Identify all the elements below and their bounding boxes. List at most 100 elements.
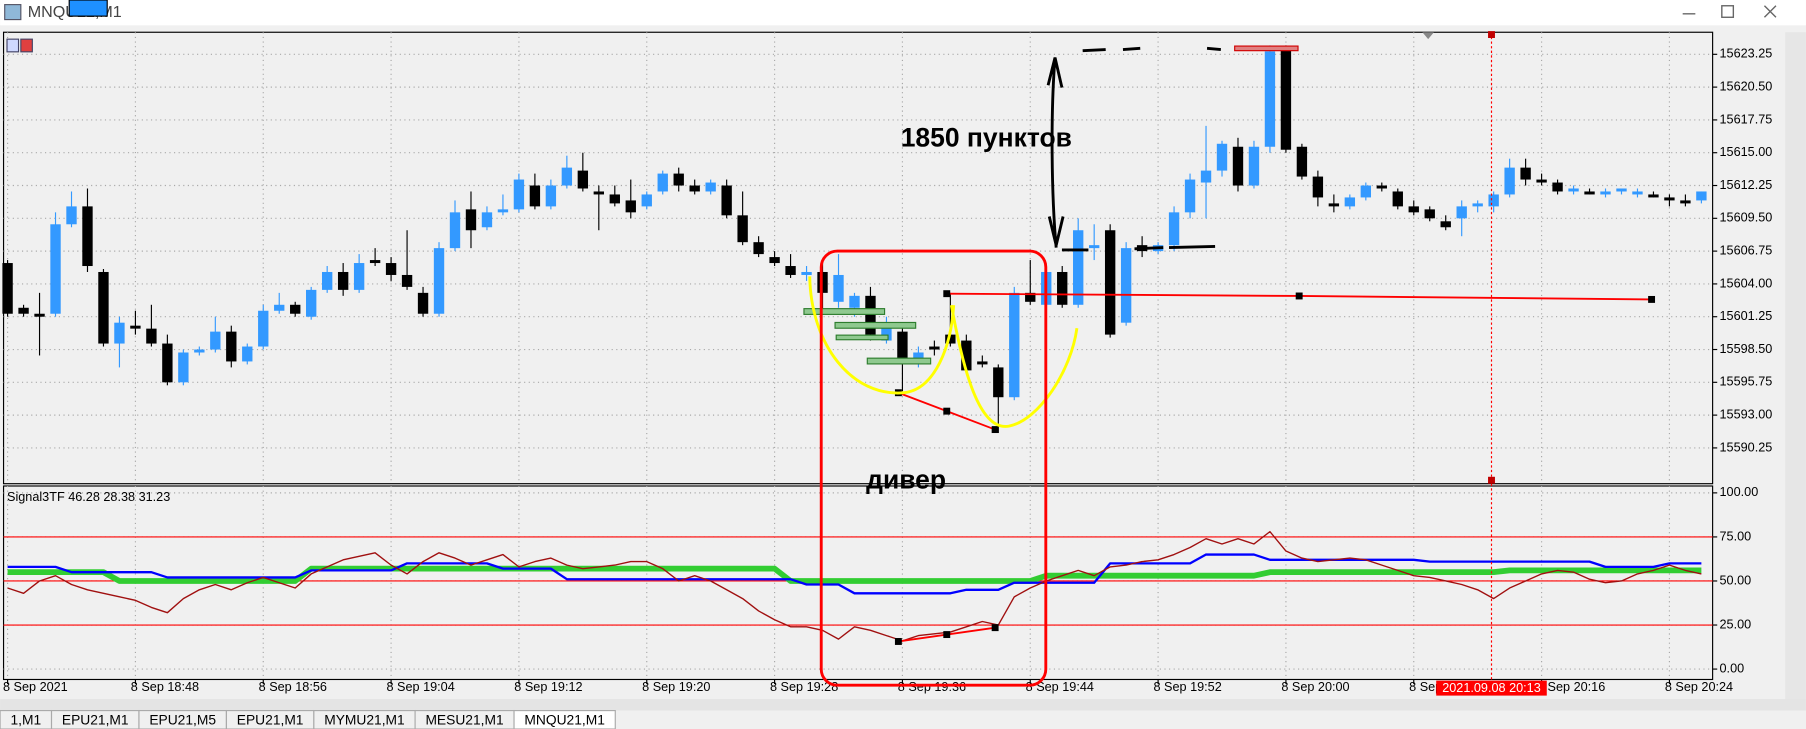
- candle-body: [1009, 292, 1020, 398]
- candle-body: [2, 263, 13, 314]
- candle-body: [801, 271, 812, 275]
- candle-body: [18, 307, 29, 314]
- candle-body: [1168, 212, 1180, 246]
- x-tick-label: 8 Sep 19:04: [386, 680, 454, 694]
- candle-body: [306, 289, 317, 317]
- candle-body: [146, 328, 157, 344]
- tab-label[interactable]: MNQU21,M1: [524, 712, 605, 728]
- candle-body: [497, 209, 509, 213]
- scroll-strip: [0, 699, 1806, 711]
- level-box: [866, 357, 932, 365]
- candle-body: [1312, 176, 1324, 198]
- candle-body: [593, 191, 605, 195]
- candle-body: [130, 325, 141, 329]
- candle-body: [977, 361, 988, 365]
- tab-list: 1,M1 EPU21,M1 EPU21,M5 EPU21,M1 MYMU21,M1 MES…: [0, 709, 616, 729]
- indicator-line: [7, 553, 1702, 595]
- candle-body: [545, 185, 557, 207]
- indicator-title: Signal3TF 46.28 28.38 31.23: [7, 490, 170, 504]
- y-tick-label: 15609.50: [1720, 211, 1773, 225]
- candle-body: [1232, 146, 1244, 186]
- y-tick-label: 15601.25: [1720, 309, 1773, 323]
- x-tick-label: 8 Sep 20:24: [1665, 680, 1733, 694]
- tab-label[interactable]: EPU21,M1: [237, 712, 304, 728]
- candle-body: [1488, 194, 1499, 207]
- candle-body: [609, 194, 620, 204]
- active-tab[interactable]: [513, 709, 616, 729]
- y-tick-label: 15590.25: [1720, 440, 1773, 454]
- candle-body: [673, 173, 684, 186]
- drawings: 1850 пунктов дивер 2021.09.08 20:13: [6, 31, 1656, 696]
- title-bar: [0, 0, 1806, 26]
- candle-body: [1104, 230, 1116, 335]
- candle-body: [913, 352, 924, 359]
- candle-body: [1200, 170, 1212, 183]
- window-controls: [1682, 5, 1777, 18]
- app-icon: [4, 4, 22, 21]
- candle-body: [82, 206, 93, 267]
- range-annotation: 1850 пунктов: [901, 122, 1072, 152]
- x-tick-label: 8 Sep 19:12: [514, 680, 582, 694]
- plot-layer: 8 Sep 2021 8 Sep 18:48 8 Sep 18:56 8 Sep 19…: [2, 32, 1772, 694]
- candle-body: [737, 215, 748, 243]
- candle-body: [785, 266, 796, 275]
- candle-body: [449, 212, 461, 249]
- candle-body: [689, 185, 700, 192]
- candle-body: [114, 322, 125, 344]
- candle-body: [417, 292, 429, 314]
- candle-body: [1520, 167, 1531, 180]
- y-tick-label: 15617.75: [1720, 112, 1773, 126]
- candle-body: [1584, 191, 1595, 195]
- candle-body: [1328, 203, 1340, 207]
- candle-body: [1408, 206, 1419, 213]
- y-tick-label: 15615.00: [1720, 145, 1773, 159]
- candle-body: [290, 304, 301, 314]
- candle-body: [210, 331, 221, 350]
- candle-body: [769, 257, 780, 264]
- close-button[interactable]: [1763, 5, 1777, 18]
- tab-label[interactable]: MYMU21,M1: [324, 712, 405, 728]
- highlight-box: [819, 249, 1048, 687]
- candle-body: [1344, 197, 1356, 207]
- candle-body: [1648, 194, 1659, 198]
- candle-body: [465, 209, 477, 231]
- candle-body: [721, 185, 732, 216]
- tab-label[interactable]: 1,M1: [10, 712, 41, 728]
- maximize-button[interactable]: [1721, 5, 1735, 18]
- shift-marker: [1422, 32, 1434, 40]
- candle-body: [945, 334, 956, 344]
- candle-body: [529, 185, 541, 207]
- candle-body: [1216, 143, 1228, 171]
- candle-body: [1616, 188, 1627, 192]
- candle-body: [353, 263, 365, 290]
- candle-body: [178, 352, 189, 383]
- x-tick-label: 8 Sep 18:56: [259, 680, 327, 694]
- candle-body: [705, 182, 716, 192]
- candle-body: [1360, 185, 1372, 198]
- candle-body: [321, 271, 333, 290]
- level-box: [1234, 45, 1299, 52]
- candle-body: [881, 322, 892, 341]
- level-box: [835, 334, 889, 341]
- x-tick-label: 8 Sep 18:48: [131, 680, 199, 694]
- y-tick-label: 75.00: [1720, 529, 1752, 543]
- overlay-badge: [68, 0, 108, 17]
- crosshair-label: 2021.09.08 20:13: [1442, 681, 1541, 695]
- candle-body: [513, 179, 525, 210]
- candle-body: [66, 206, 77, 225]
- candle-body: [561, 167, 573, 186]
- candle-body: [993, 367, 1004, 398]
- candle-body: [369, 260, 381, 264]
- tab-label[interactable]: EPU21,M5: [149, 712, 216, 728]
- y-tick-label: 25.00: [1720, 617, 1752, 631]
- x-tick-label: 8 Sep 19:28: [770, 680, 838, 694]
- tab-label[interactable]: EPU21,M1: [62, 712, 129, 728]
- y-tick-label: 50.00: [1720, 573, 1752, 587]
- candle-body: [34, 313, 45, 317]
- candle-body: [657, 173, 668, 192]
- tab-label[interactable]: MESU21,M1: [425, 712, 503, 728]
- x-tick-label: 8 Sep 19:52: [1153, 680, 1221, 694]
- crosshair-label-box: [1436, 680, 1547, 696]
- indicator-line: [7, 565, 1702, 584]
